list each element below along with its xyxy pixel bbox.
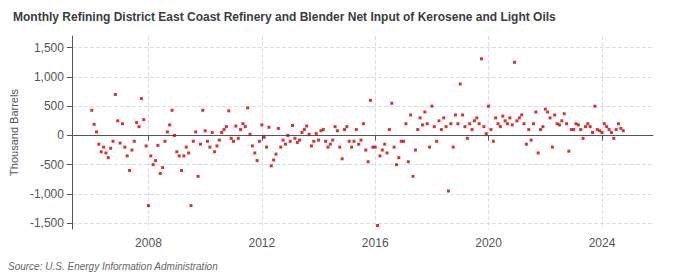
svg-text:2008: 2008 <box>135 236 162 250</box>
svg-text:2024: 2024 <box>589 236 616 250</box>
svg-text:1,500: 1,500 <box>34 41 64 55</box>
svg-text:Source: U.S. Energy Informatio: Source: U.S. Energy Information Administ… <box>8 261 218 272</box>
svg-text:0: 0 <box>57 128 64 142</box>
svg-text:2020: 2020 <box>475 236 502 250</box>
svg-text:-500: -500 <box>40 158 64 172</box>
svg-text:-1,500: -1,500 <box>30 216 64 230</box>
svg-text:2012: 2012 <box>248 236 275 250</box>
svg-text:500: 500 <box>44 99 64 113</box>
svg-text:2016: 2016 <box>362 236 389 250</box>
svg-text:1,000: 1,000 <box>34 70 64 84</box>
svg-text:Thousand Barrels: Thousand Barrels <box>8 89 20 176</box>
svg-text:Monthly Refining District East: Monthly Refining District East Coast Ref… <box>13 10 556 24</box>
svg-text:-1,000: -1,000 <box>30 187 64 201</box>
